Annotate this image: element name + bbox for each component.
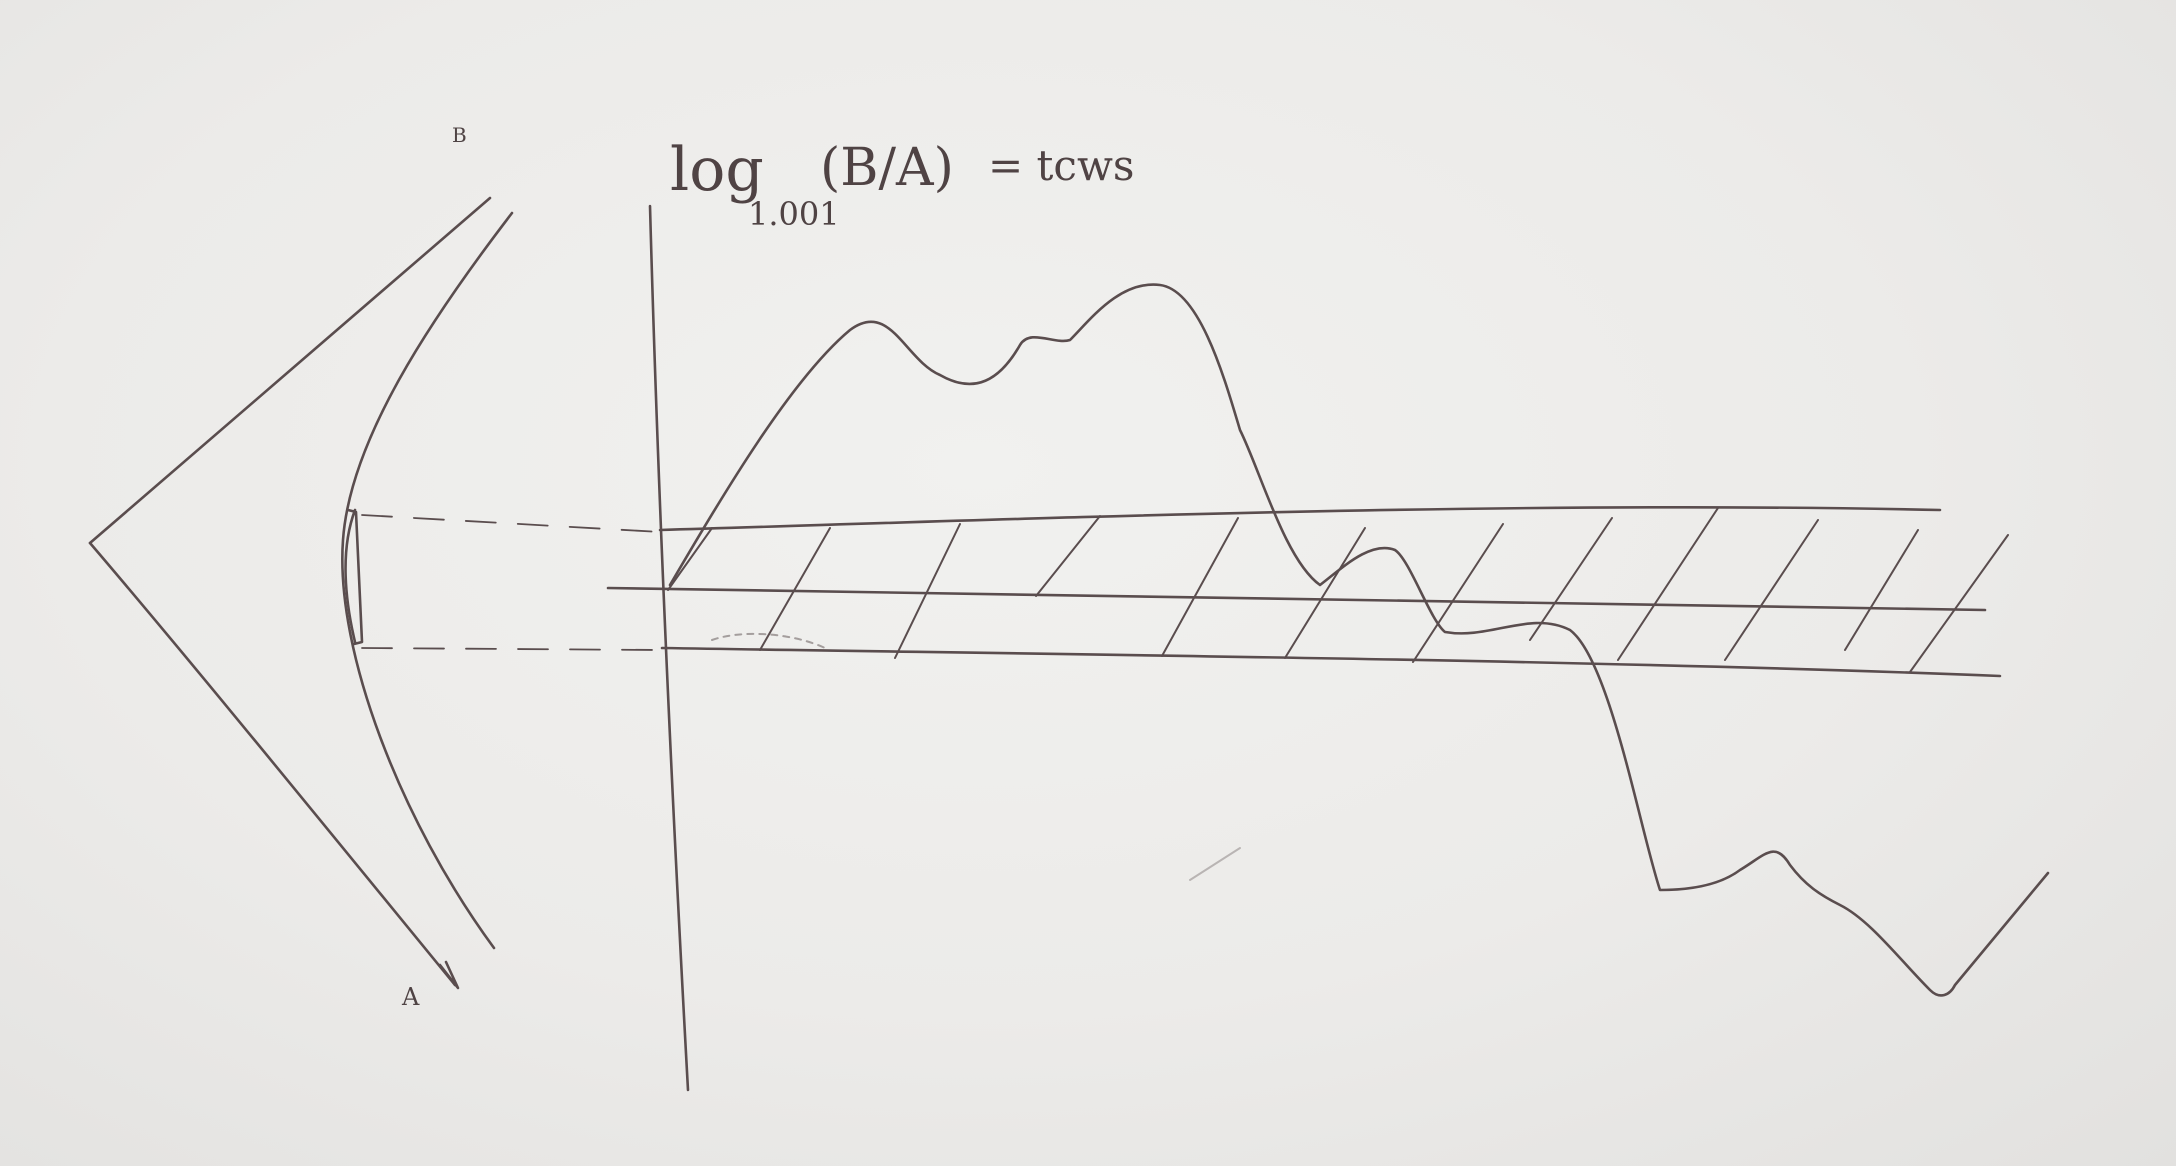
- arrow-tip: [438, 960, 460, 990]
- hatch-mark: [1909, 534, 2009, 673]
- stray-mark: [1189, 847, 1241, 881]
- hatch-mark: [1724, 519, 1819, 661]
- band-bottom-line: [660, 646, 2002, 678]
- hatch-mark: [894, 523, 961, 659]
- hatch-mark: [1284, 527, 1366, 659]
- vertical-axis: [648, 204, 690, 1092]
- vertex-label-upper: B: [452, 123, 467, 147]
- hatch-mark: [667, 527, 713, 591]
- outer-lower-ray: [88, 541, 457, 987]
- hatch-mark: [1617, 507, 1719, 661]
- band-hatching: [667, 507, 2009, 673]
- upper-projection-line: [361, 514, 661, 533]
- band-top-line: [658, 505, 1942, 532]
- outer-upper-ray: [88, 196, 492, 545]
- hatch-mark: [1412, 523, 1504, 663]
- inner-curved-ray: [341, 211, 514, 950]
- band-center-line: [606, 586, 1987, 612]
- lower-projection-line: [361, 647, 661, 651]
- arc-marker: [344, 508, 364, 646]
- axis-label-log: log: [670, 135, 764, 205]
- projection-lines: [361, 514, 661, 651]
- hatched-band: [606, 505, 2009, 678]
- hatch-mark: [1529, 517, 1613, 641]
- faint-scribble: [711, 632, 826, 649]
- vertex-label-lower: A: [401, 983, 420, 1011]
- hatch-mark: [759, 527, 831, 651]
- hatch-mark: [1844, 529, 1919, 651]
- axis-label: log 1.001 (B/A) = tcws: [670, 135, 1134, 233]
- axis-label-equals: = tcws: [988, 141, 1134, 190]
- hatch-mark: [1035, 515, 1101, 597]
- wavy-curve: [668, 283, 2050, 997]
- axis-label-argument: (B/A): [820, 138, 954, 198]
- axis-label-base: 1.001: [748, 195, 840, 233]
- angle-figure: B A: [88, 123, 514, 1011]
- hatch-mark: [1161, 517, 1239, 657]
